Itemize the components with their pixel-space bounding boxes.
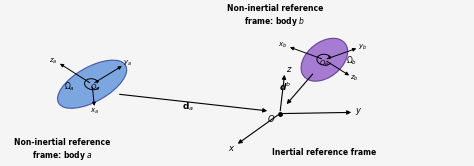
Text: $y_b$: $y_b$ [358,42,367,52]
Text: $\boldsymbol{d}^b$: $\boldsymbol{d}^b$ [279,81,291,93]
Text: $O_b$: $O_b$ [319,58,329,69]
Text: $x_b$: $x_b$ [278,41,287,50]
Text: $z_a$: $z_a$ [49,56,58,66]
Text: $\mathbf{d}_a$: $\mathbf{d}_a$ [182,100,194,113]
Text: $O$: $O$ [267,114,275,124]
Text: $x_a$: $x_a$ [90,107,99,116]
Text: $z_b$: $z_b$ [350,74,358,83]
Text: $\Omega_a$: $\Omega_a$ [64,80,75,93]
Text: $y$: $y$ [356,106,363,117]
Text: $O_a$: $O_a$ [90,83,100,93]
Text: $y_a$: $y_a$ [123,59,132,68]
Text: Non-inertial reference
frame: body $a$: Non-inertial reference frame: body $a$ [14,138,110,162]
Ellipse shape [301,38,348,81]
Text: Inertial reference frame: Inertial reference frame [272,148,376,157]
Text: $z$: $z$ [285,65,292,74]
Text: $\Omega_b$: $\Omega_b$ [346,55,357,67]
Ellipse shape [57,60,127,108]
Text: $x$: $x$ [228,144,235,153]
Text: Non-inertial reference
frame: body $b$: Non-inertial reference frame: body $b$ [227,4,323,28]
